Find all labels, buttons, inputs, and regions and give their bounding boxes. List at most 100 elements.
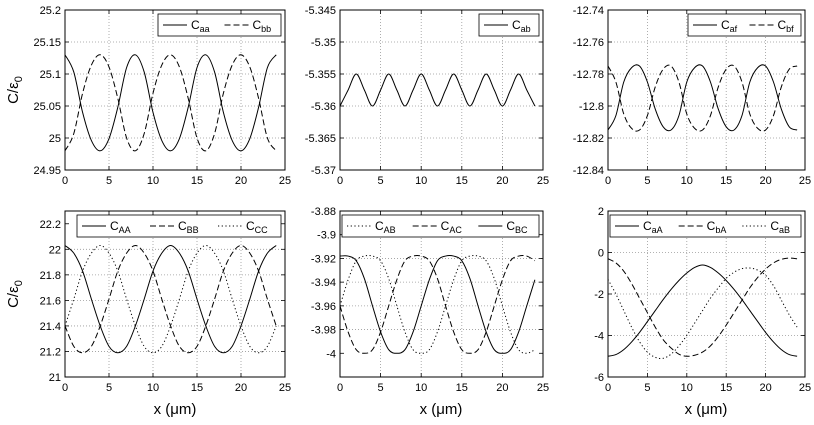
y-tick-label: 25.1 (40, 69, 61, 81)
y-tick-label: 21.6 (40, 295, 61, 307)
subplot-3: 0 5 10 15 20 25 -12.84 -12.82 -12.8 -12.78 -12.76 -… (573, 5, 811, 187)
legend: Cab (478, 13, 540, 37)
y-tick-label: -12.74 (573, 5, 604, 17)
subplot-1: 0 5 10 15 20 25 24.95 25 25.05 25.1 25.15 25.2 Caa Cb… (33, 5, 291, 187)
y-tick-label: 25.2 (40, 5, 61, 17)
x-tick-label: 25 (799, 175, 811, 187)
y-tick-label: 22.2 (40, 219, 61, 231)
y-tick-label: -2 (594, 289, 604, 301)
x-tick-label: 20 (496, 382, 508, 394)
x-tick-label: 0 (605, 175, 611, 187)
y-tick-label: -5.365 (305, 133, 336, 145)
y-tick-label: 22 (49, 244, 61, 256)
y-tick-label: -5.36 (311, 101, 336, 113)
y-tick-label: -12.8 (579, 101, 604, 113)
series-line-CAA (64, 244, 277, 354)
legend: CAA CBB CCC (76, 214, 282, 238)
y-tick-label: 25.15 (33, 37, 61, 49)
y-tick-label: -12.78 (573, 69, 604, 81)
series-line-Cab (339, 73, 536, 107)
series-line-Cbf (607, 64, 798, 132)
subplot-5: 0 5 10 15 20 25 -4 -3.98 -3.96 -3.94 -3.92 -3.9 -3.8… (311, 206, 549, 394)
y-tick-label: 24.95 (33, 165, 61, 177)
x-axis-label: x (μm) (685, 401, 728, 418)
y-tick-label: -3.88 (311, 206, 336, 218)
series-line-CaA (607, 264, 798, 357)
y-tick-label: 21.2 (40, 346, 61, 358)
y-tick-label: 21.8 (40, 270, 61, 282)
series-line-Caa (64, 54, 277, 152)
legend: Caa Cbb (157, 13, 282, 37)
series-line-Cbb (64, 54, 277, 152)
legend-box (609, 214, 802, 238)
y-tick-label: 25.05 (33, 101, 61, 113)
x-tick-label: 25 (537, 175, 549, 187)
x-tick-label: 20 (235, 175, 247, 187)
axes-box (607, 210, 806, 378)
y-tick-label: -5.37 (311, 165, 336, 177)
x-tick-label: 0 (337, 382, 343, 394)
legend: Caf Cbf (687, 13, 802, 37)
y-tick-label: 0 (598, 248, 604, 260)
y-tick-label: -4 (594, 331, 604, 343)
axes-box (339, 210, 544, 378)
series-line-CAB (339, 254, 536, 354)
y-tick-label: 25 (49, 133, 61, 145)
series-line-CbA (607, 257, 798, 357)
legend: CaA CbA CaB (609, 214, 802, 238)
y-tick-label: 21 (49, 372, 61, 384)
y-tick-label: -3.9 (317, 230, 336, 242)
x-tick-label: 5 (378, 382, 384, 394)
x-tick-label: 15 (456, 175, 468, 187)
axes-box (339, 9, 544, 171)
x-tick-label: 15 (191, 175, 203, 187)
x-tick-label: 20 (235, 382, 247, 394)
x-axis-label: x (μm) (154, 401, 197, 418)
x-tick-label: 10 (681, 382, 693, 394)
x-tick-label: 15 (720, 382, 732, 394)
series-line-Caf (607, 64, 798, 132)
x-tick-label: 0 (605, 382, 611, 394)
subplot-6: 0 5 10 15 20 25 -6 -4 -2 0 2 CaA CbA CaB (594, 206, 811, 394)
y-tick-label: -3.96 (311, 301, 336, 313)
x-tick-label: 0 (62, 175, 68, 187)
y-tick-label: -3.92 (311, 253, 336, 265)
subplot-2: 0 5 10 15 20 25 -5.37 -5.365 -5.36 -5.355 -5.35 -5.… (305, 5, 549, 187)
axes-box (64, 210, 286, 378)
x-tick-label: 10 (147, 175, 159, 187)
x-tick-label: 5 (644, 382, 650, 394)
x-tick-label: 25 (279, 382, 291, 394)
y-tick-label: -5.35 (311, 37, 336, 49)
x-tick-label: 10 (415, 175, 427, 187)
y-tick-label: -12.84 (573, 165, 604, 177)
x-tick-label: 10 (681, 175, 693, 187)
axes-box (64, 9, 286, 171)
y-tick-label: -3.94 (311, 277, 336, 289)
x-tick-label: 15 (456, 382, 468, 394)
x-tick-label: 20 (759, 175, 771, 187)
x-tick-label: 0 (62, 382, 68, 394)
x-tick-label: 5 (378, 175, 384, 187)
legend-box (157, 13, 282, 37)
series-line-CAC (339, 254, 536, 354)
x-tick-label: 15 (720, 175, 732, 187)
series-line-CBB (64, 244, 277, 354)
y-tick-label: -3.98 (311, 325, 336, 337)
x-tick-label: 25 (279, 175, 291, 187)
x-tick-label: 5 (644, 175, 650, 187)
series-line-CCC (64, 244, 277, 354)
legend: CAB CAC CBC (341, 214, 540, 238)
x-tick-label: 25 (799, 382, 811, 394)
x-tick-label: 10 (147, 382, 159, 394)
x-axis-label: x (μm) (420, 401, 463, 418)
y-tick-label: 21.4 (40, 321, 61, 333)
x-tick-label: 15 (191, 382, 203, 394)
y-tick-label: -12.76 (573, 37, 604, 49)
series-line-CaB (607, 267, 798, 360)
y-tick-label: -5.355 (305, 69, 336, 81)
y-tick-label: -6 (594, 372, 604, 384)
legend-box (478, 13, 540, 37)
legend-box (687, 13, 802, 37)
y-tick-label: -4 (326, 348, 336, 360)
